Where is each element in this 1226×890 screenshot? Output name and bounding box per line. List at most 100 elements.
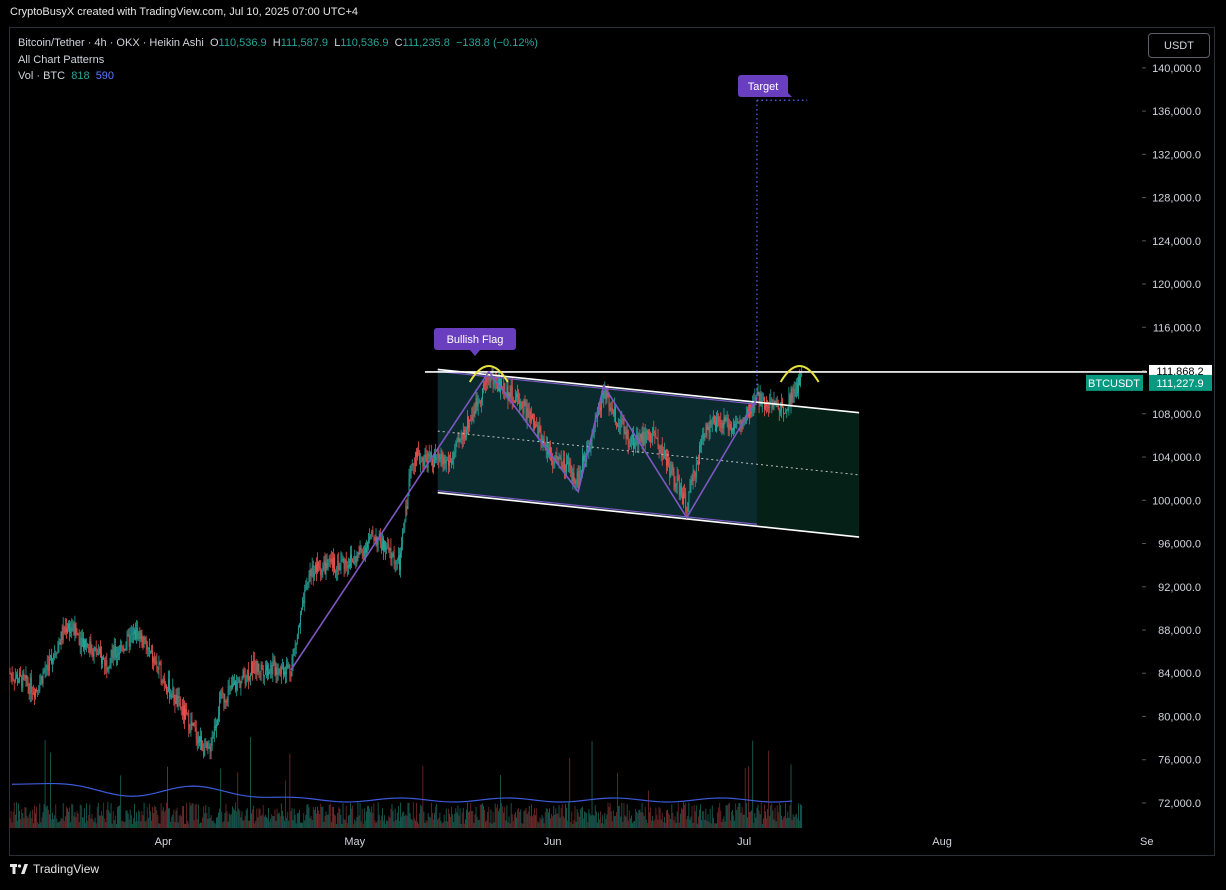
- candle-body: [540, 431, 542, 444]
- candle-body: [85, 639, 86, 647]
- volume-bar: [301, 822, 302, 828]
- candle-body: [682, 494, 683, 505]
- volume-bar: [212, 820, 214, 828]
- candle-body: [287, 664, 289, 668]
- candle-body: [520, 401, 522, 410]
- candle-body: [28, 686, 30, 694]
- candle-body: [456, 439, 458, 443]
- volume-bar: [68, 811, 69, 828]
- volume-bar: [377, 802, 379, 828]
- candle-body: [217, 719, 218, 725]
- candle-body: [112, 649, 114, 659]
- candle-body: [612, 410, 614, 416]
- candle-body: [428, 453, 430, 458]
- candle-body: [555, 455, 557, 458]
- volume-bar: [682, 809, 683, 828]
- volume-bar: [593, 815, 595, 828]
- volume-bar: [118, 806, 119, 828]
- currency-button[interactable]: USDT: [1148, 33, 1210, 58]
- volume-bar: [640, 812, 642, 828]
- volume-bar: [223, 821, 225, 828]
- volume-bar: [691, 806, 693, 828]
- volume-bar: [34, 805, 35, 828]
- volume-bar: [326, 815, 328, 828]
- volume-bar: [434, 813, 435, 828]
- volume-bar: [556, 813, 558, 828]
- volume-bar: [597, 812, 599, 828]
- volume-bar: [613, 816, 615, 828]
- candle-body: [655, 435, 657, 438]
- candle-body: [240, 681, 242, 688]
- candle-body: [601, 397, 603, 411]
- volume-bar: [189, 802, 191, 828]
- volume-bar: [48, 814, 50, 828]
- volume-bar: [522, 823, 524, 828]
- candle-body: [232, 683, 233, 689]
- volume-bar: [412, 802, 414, 828]
- volume-bar: [23, 818, 25, 828]
- candle-body: [22, 673, 24, 688]
- volume-bar: [596, 822, 598, 828]
- volume-bar: [736, 810, 738, 828]
- volume-bar: [186, 802, 188, 828]
- volume-bar: [127, 813, 129, 828]
- bullish-flag-label-text: Bullish Flag: [447, 334, 504, 346]
- candle-body: [778, 408, 780, 413]
- symbol-badge-box: [1086, 374, 1143, 391]
- volume-bar: [459, 808, 461, 828]
- volume-bar: [245, 809, 247, 828]
- volume-bar: [263, 816, 265, 828]
- volume-bar: [130, 815, 132, 828]
- volume-bar: [780, 815, 782, 828]
- candle-body: [420, 460, 422, 464]
- candle-body: [213, 725, 215, 737]
- volume-bar: [420, 804, 422, 828]
- candle-body: [652, 427, 654, 442]
- candle-body: [768, 406, 770, 409]
- candle-body: [610, 407, 612, 411]
- candle-body: [60, 631, 62, 645]
- volume-bar: [431, 812, 433, 828]
- candle-body: [249, 676, 250, 680]
- volume-bar: [516, 817, 517, 828]
- candle-body: [109, 662, 111, 668]
- candle-body: [722, 423, 724, 429]
- candle-body: [189, 730, 191, 732]
- volume-bar: [52, 812, 53, 828]
- volume-bar: [606, 814, 608, 828]
- y-tick-label: 132,000.0: [1152, 149, 1201, 161]
- candle-body: [721, 423, 723, 429]
- volume-bar: [694, 811, 696, 828]
- x-tick-label: May: [344, 836, 365, 848]
- candle-body: [557, 458, 559, 460]
- volume-bar: [710, 823, 712, 828]
- volume-bar: [689, 819, 691, 828]
- candle-body: [626, 429, 628, 439]
- volume-bar: [595, 811, 597, 828]
- volume-bar: [267, 818, 268, 828]
- candle-body: [242, 670, 244, 678]
- candle-body: [23, 673, 25, 677]
- volume-bar: [117, 807, 118, 828]
- volume-bar: [340, 814, 342, 828]
- candle-body: [373, 536, 375, 539]
- volume-bar: [529, 815, 531, 828]
- candle-body: [156, 661, 158, 669]
- volume-bar: [285, 780, 287, 828]
- volume-bar: [656, 814, 658, 828]
- candle-body: [486, 376, 488, 383]
- volume-bar: [471, 811, 473, 828]
- high-label: H: [272, 37, 281, 49]
- volume-bar: [541, 814, 543, 828]
- volume-bar: [528, 805, 530, 828]
- target-label-text: Target: [748, 81, 779, 93]
- top-arc-left: [468, 364, 509, 383]
- candle-body: [767, 405, 769, 407]
- volume-bar: [723, 816, 725, 828]
- candle-body: [627, 429, 629, 447]
- volume-bar: [211, 821, 213, 828]
- volume-bar: [661, 812, 663, 828]
- candle-body: [212, 736, 214, 739]
- candle-body: [131, 633, 133, 635]
